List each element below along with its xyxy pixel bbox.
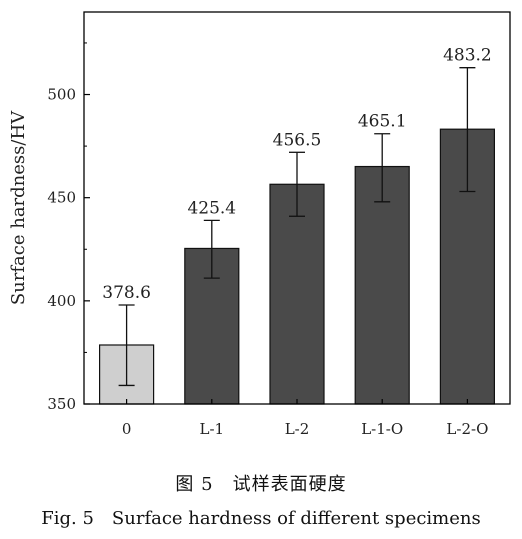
- figure-caption-chinese: 图 5 试样表面硬度: [175, 474, 347, 495]
- value-label: 456.5: [273, 130, 322, 150]
- error-bars-group: [118, 67, 476, 387]
- x-axis-ticks: 0 L-1 L-2 L-1-O L-2-O: [122, 399, 488, 438]
- x-tick-label: L-1: [200, 420, 225, 438]
- value-label: 378.6: [102, 283, 151, 303]
- x-tick-label: L-2: [285, 420, 310, 438]
- figure-caption-english: Fig. 5 Surface hardness of different spe…: [41, 508, 481, 529]
- x-tick-label: L-1-O: [361, 420, 403, 438]
- x-tick-label: 0: [122, 420, 132, 438]
- bar-l-2: [269, 183, 325, 405]
- bar-chart: 350 400 450 500 378.6 425.4 456.5 465.1 483.2 0…: [8, 11, 511, 438]
- x-tick-label: L-2-O: [446, 420, 488, 438]
- y-axis-ticks: 350 400 450 500: [47, 42, 90, 413]
- y-tick-label: 450: [47, 189, 76, 207]
- value-label: 425.4: [187, 198, 236, 218]
- value-labels-group: 378.6 425.4 456.5 465.1 483.2: [102, 46, 491, 303]
- y-axis-label: Surface hardness/HV: [8, 110, 29, 305]
- bar-l-1-o: [354, 165, 410, 405]
- y-tick-label: 500: [47, 86, 76, 104]
- y-tick-label: 350: [47, 395, 76, 413]
- value-label: 483.2: [443, 46, 492, 66]
- value-label: 465.1: [358, 112, 407, 132]
- plot-frame: [83, 11, 511, 405]
- y-tick-label: 400: [47, 292, 76, 310]
